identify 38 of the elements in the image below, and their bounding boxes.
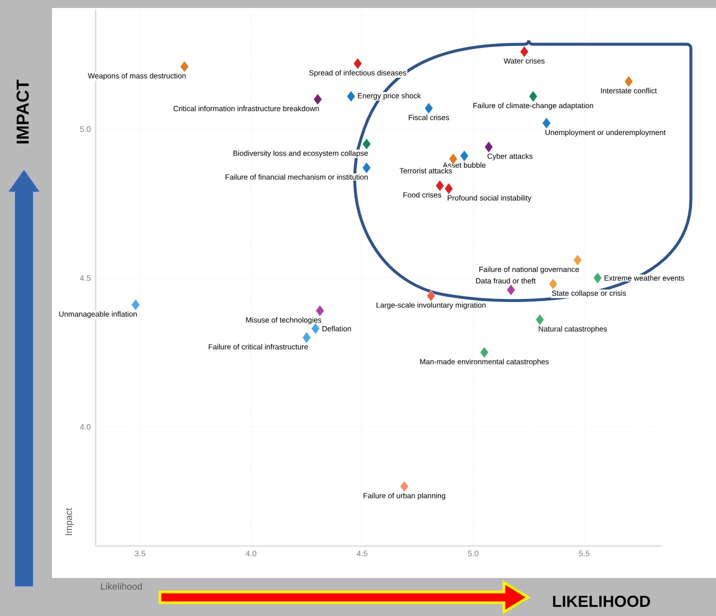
text: IMPACT [16,80,29,144]
y-tick-label: 4.0 [80,424,91,430]
point [435,180,444,192]
y-tick-label: 5.0 [80,126,91,132]
point [548,278,558,290]
point [362,138,371,150]
point [520,46,529,58]
point [313,94,322,106]
text: LIKELIHOOD [553,596,650,607]
point [180,60,189,72]
point [460,150,469,162]
y-axis-title: Impact [66,508,74,536]
point [131,298,140,311]
point [362,162,371,174]
point [316,304,324,317]
point [506,284,516,296]
point [480,346,489,358]
x-tick-label: 4.0 [246,550,256,556]
point [484,141,494,153]
point [353,58,362,70]
point [573,254,582,266]
x-tick-label: 5.5 [579,550,590,556]
x-tick-label: 5.0 [468,550,478,556]
x-axis-title: Likelihood [101,582,142,590]
x-tick-label: 3.5 [134,550,146,556]
x-tick-label: 4.5 [356,550,368,556]
point [535,314,544,326]
point [444,182,454,194]
point [424,102,434,114]
y-tick-label: 4.5 [80,275,91,281]
point [426,290,436,302]
point [542,117,551,129]
point [400,480,409,492]
point [593,272,602,284]
point [624,76,634,88]
point [528,90,538,102]
point [302,332,312,344]
point [346,90,356,102]
